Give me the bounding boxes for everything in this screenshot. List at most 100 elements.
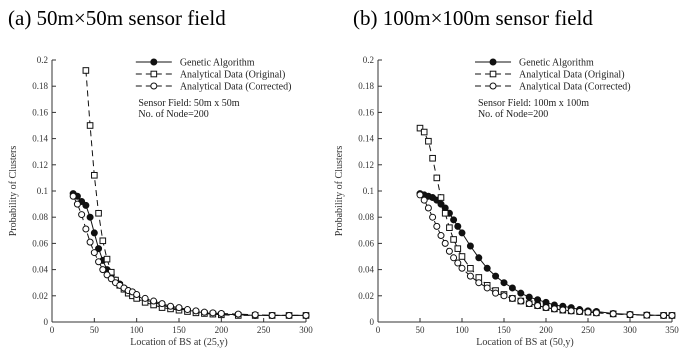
data-point (577, 309, 583, 315)
x-tick-label: 250 (581, 325, 595, 335)
data-point (269, 312, 275, 318)
data-point (593, 310, 599, 316)
x-tick-label: 300 (299, 325, 313, 335)
x-tick-label: 0 (50, 325, 55, 335)
legend-label: Analytical Data (Corrected) (519, 82, 631, 93)
data-point (100, 267, 106, 273)
x-tick-label: 250 (257, 325, 271, 335)
data-point (83, 226, 89, 232)
data-point (442, 240, 448, 246)
y-tick-label: 0.04 (358, 265, 374, 275)
y-tick-label: 0.02 (32, 291, 48, 301)
y-tick-label: 0.08 (358, 212, 374, 222)
y-tick-label: 0.1 (37, 186, 48, 196)
data-point (142, 295, 148, 301)
y-tick-label: 0 (44, 317, 49, 327)
legend-marker (151, 83, 157, 89)
data-point (455, 260, 461, 266)
data-point (661, 312, 667, 318)
y-tick-label: 0.04 (32, 265, 48, 275)
data-point (551, 306, 557, 312)
series-0 (417, 191, 675, 319)
y-tick-label: 0.16 (32, 107, 48, 117)
data-point (501, 280, 507, 286)
data-point (430, 214, 436, 220)
data-point (235, 311, 241, 317)
data-point (83, 202, 89, 208)
data-point (493, 273, 499, 279)
data-point (151, 298, 157, 304)
data-point (535, 303, 541, 309)
data-point (526, 294, 532, 300)
data-point (303, 312, 309, 318)
y-tick-label: 0.18 (358, 81, 374, 91)
data-point (91, 250, 97, 256)
data-point (83, 68, 89, 74)
data-point (467, 243, 473, 249)
data-point (168, 303, 174, 309)
data-point (134, 291, 140, 297)
legend-label: Genetic Algorithm (180, 58, 255, 69)
data-point (518, 290, 524, 296)
data-point (193, 308, 199, 314)
data-point (426, 138, 432, 144)
y-tick-label: 0.08 (32, 212, 48, 222)
data-point (438, 195, 444, 201)
data-point (484, 265, 490, 271)
legend-label: Analytical Data (Original) (180, 70, 286, 81)
y-tick-label: 0.12 (32, 160, 48, 170)
series-line (420, 195, 672, 316)
data-point (434, 223, 440, 229)
data-point (87, 214, 93, 220)
data-point (70, 193, 76, 199)
x-axis-title: Location of BS at (50,y) (476, 337, 573, 348)
x-tick-label: 100 (455, 325, 469, 335)
data-point (184, 307, 190, 313)
data-point (210, 310, 216, 316)
x-tick-label: 150 (497, 325, 511, 335)
legend-marker (151, 71, 157, 77)
data-point (459, 254, 465, 260)
legend-marker (151, 59, 157, 65)
y-tick-label: 0.02 (358, 291, 374, 301)
data-point (438, 233, 444, 239)
data-point (459, 265, 465, 271)
data-point (201, 309, 207, 315)
x-tick-label: 350 (665, 325, 679, 335)
data-point (91, 230, 97, 236)
chart-b: 0 0.02 0.04 0.06 0.08 0.1 0.12 0.14 0.16 0.18 0.2 0… (334, 55, 679, 348)
y-tick-label: 0.12 (358, 160, 374, 170)
x-tick-label: 50 (90, 325, 100, 335)
data-point (159, 301, 165, 307)
data-point (627, 312, 633, 318)
series-line (420, 194, 672, 316)
y-tick-label: 0.2 (363, 55, 374, 65)
data-point (476, 280, 482, 286)
data-point (518, 298, 524, 304)
data-point (87, 239, 93, 245)
data-point (100, 238, 106, 244)
legend-marker (490, 83, 496, 89)
legend-marker (490, 71, 496, 77)
x-tick-label: 100 (130, 325, 144, 335)
y-tick-label: 0.2 (37, 55, 48, 65)
x-axis-title: Location of BS at (25,y) (130, 337, 227, 348)
data-point (451, 255, 457, 261)
data-point (74, 201, 80, 207)
legend-marker (490, 59, 496, 65)
data-point (421, 129, 427, 135)
data-point (451, 217, 457, 223)
series-line (420, 128, 672, 315)
data-point (493, 290, 499, 296)
data-point (484, 285, 490, 291)
x-tick-label: 200 (539, 325, 553, 335)
x-tick-label: 0 (376, 325, 381, 335)
data-point (446, 248, 452, 254)
data-point (455, 223, 461, 229)
data-point (96, 210, 102, 216)
data-point (543, 305, 549, 311)
data-point (535, 297, 541, 303)
series-line (73, 194, 306, 316)
y-tick-label: 0.1 (363, 186, 374, 196)
